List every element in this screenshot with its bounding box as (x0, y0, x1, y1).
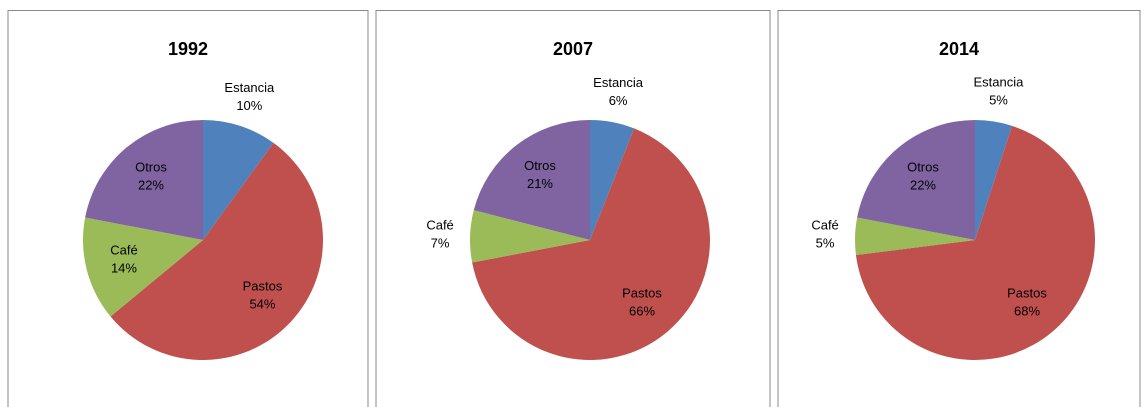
slice-value-label: 7% (431, 236, 450, 251)
slice-label: Café (811, 218, 838, 233)
slice-label: Otros (907, 160, 939, 175)
chart-title: 2007 (553, 39, 593, 59)
pie-slice (110, 142, 323, 360)
slice-value-label: 10% (236, 98, 262, 113)
slice-value-label: 21% (527, 176, 553, 191)
pie-slice (855, 125, 1095, 360)
slice-value-label: 22% (138, 178, 164, 193)
slice-value-label: 68% (1014, 303, 1040, 318)
chart-title: 1992 (168, 39, 208, 59)
pie-slice (855, 217, 975, 256)
chart-title: 2014 (939, 39, 979, 59)
slice-label: Estancia (593, 75, 644, 90)
slice-value-label: 22% (910, 178, 936, 193)
slice-value-label: 14% (111, 261, 137, 276)
pie-slice (83, 217, 203, 317)
slice-value-label: 5% (989, 92, 1008, 107)
slice-label: Pastos (622, 285, 662, 300)
slice-value-label: 54% (249, 296, 275, 311)
slice-label: Pastos (1007, 285, 1047, 300)
slice-label: Pastos (243, 278, 283, 293)
pie-slice (203, 120, 274, 240)
pie-slice (472, 128, 710, 360)
slice-label: Otros (524, 158, 556, 173)
slice-label: Estancia (224, 80, 275, 95)
panel-border (375, 10, 771, 407)
pie-slice (975, 120, 1013, 240)
slice-value-label: 6% (609, 93, 628, 108)
slice-label: Estancia (974, 74, 1025, 89)
panel-border (7, 10, 369, 407)
panel-border (777, 10, 1141, 407)
slice-value-label: 5% (816, 236, 835, 251)
slice-label: Café (426, 218, 453, 233)
slice-label: Otros (135, 160, 167, 175)
pie-slice (85, 120, 203, 240)
pie-slice (470, 210, 590, 263)
slice-label: Café (110, 243, 137, 258)
pie-slice (590, 120, 635, 240)
slice-value-label: 66% (629, 303, 655, 318)
pie-slice (473, 120, 590, 240)
pie-slice (857, 120, 975, 240)
